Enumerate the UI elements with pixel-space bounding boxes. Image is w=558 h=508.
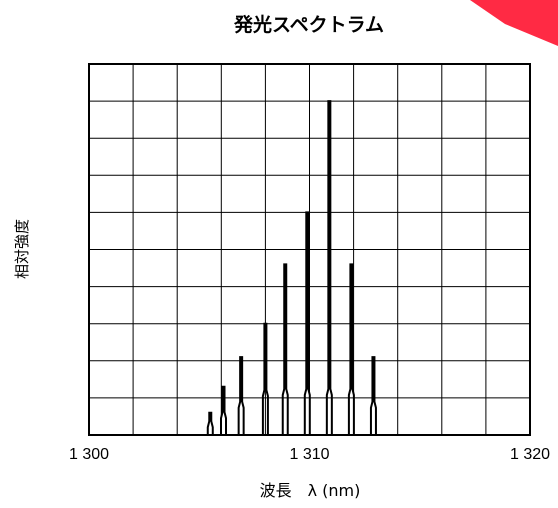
spectrum-peak-6 [305,212,310,435]
chart-title: 発光スペクトラム [233,13,384,36]
x-tick-label: 1 320 [510,446,550,463]
x-tick-label: 1 300 [69,446,109,463]
spectrum-peak-3 [239,357,244,435]
corner-watermark [470,0,558,46]
grid [89,64,530,435]
spectrum-peak-5 [283,264,288,435]
spectrum-peak-9 [371,357,376,435]
x-tick-label: 1 310 [289,446,329,463]
spectrum-peak-2 [221,387,226,435]
x-axis-label: 波長 λ (nm) [260,481,361,500]
spectrum-peak-7 [327,101,332,435]
spectrum-peak-8 [349,264,354,435]
x-tick-labels: 1 300 1 310 1 320 [69,446,550,463]
spectrum-peak-1 [208,413,213,435]
y-axis-label: 相対強度 [13,219,31,279]
spectrum-peaks [208,101,376,435]
